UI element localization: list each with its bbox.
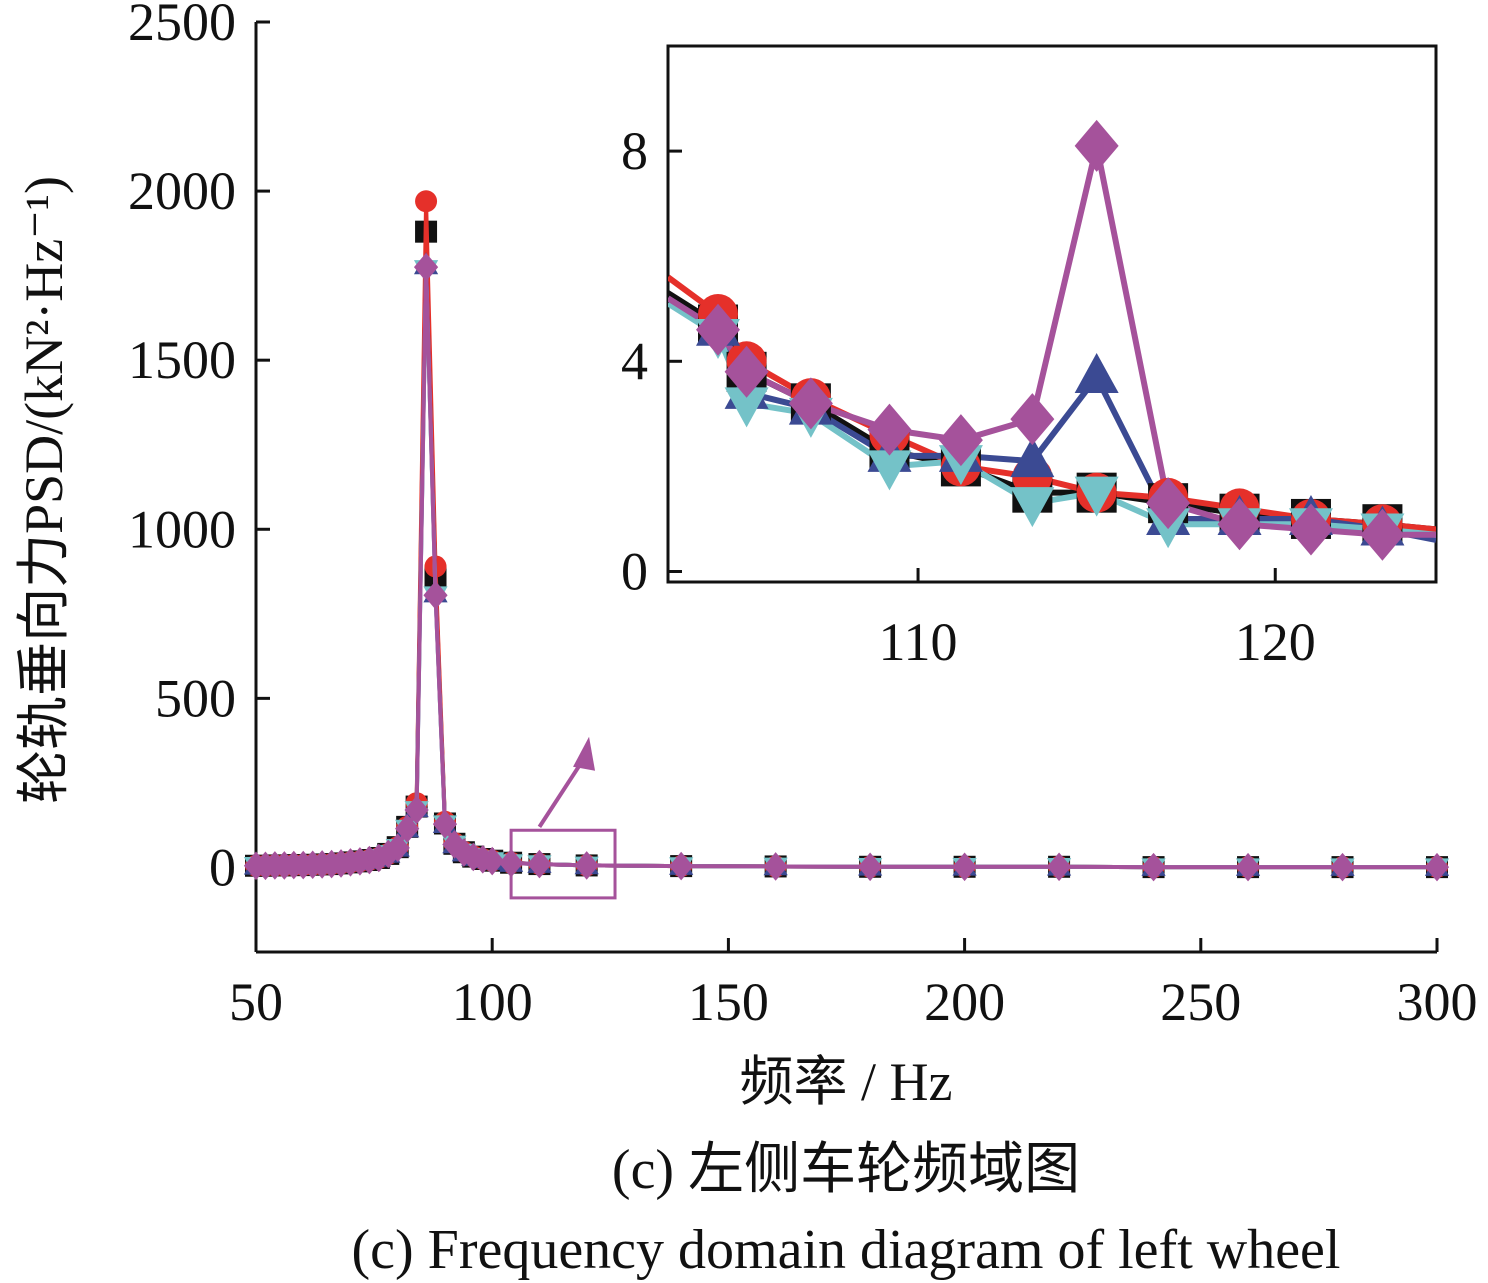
inset-data-point-purple bbox=[696, 303, 741, 356]
caption-english: (c) Frequency domain diagram of left whe… bbox=[352, 1219, 1341, 1281]
data-point-red bbox=[415, 190, 438, 213]
inset-data-point-purple bbox=[1074, 119, 1119, 172]
inset-data-point-cyan bbox=[1074, 476, 1119, 517]
inset-data-point-navy bbox=[1074, 353, 1119, 394]
inset-plot-area bbox=[668, 119, 1436, 561]
inset-data-point-navy bbox=[1010, 437, 1055, 478]
y-tick-label: 0 bbox=[209, 837, 236, 897]
data-point-purple bbox=[763, 852, 788, 881]
y-axis-label: 轮轨垂向力PSD/(kN²·Hz⁻¹) bbox=[14, 176, 74, 804]
data-point-purple bbox=[1046, 852, 1072, 882]
x-tick-label: 300 bbox=[1397, 972, 1478, 1032]
zoom-indicator bbox=[509, 736, 617, 900]
inset-x-tick-label: 110 bbox=[879, 612, 958, 672]
y-tick-label: 1000 bbox=[128, 499, 236, 559]
inset-chart: 0 4 8 110 120 bbox=[621, 44, 1438, 672]
data-point-purple bbox=[480, 846, 505, 876]
x-axis-label: 频率 / Hz bbox=[740, 1052, 953, 1112]
main-plot-area bbox=[243, 190, 1450, 882]
data-point-purple bbox=[1141, 852, 1166, 882]
inset-data-point-purple bbox=[788, 377, 833, 430]
data-point-purple bbox=[1424, 852, 1450, 882]
y-tick-label: 1500 bbox=[128, 330, 236, 390]
inset-y-tick-label: 8 bbox=[621, 121, 648, 181]
inset-data-point-cyan bbox=[1010, 487, 1055, 528]
inset-data-point-purple bbox=[1360, 508, 1405, 561]
inset-data-point-cyan bbox=[867, 450, 912, 491]
zoom-arrowhead bbox=[573, 736, 596, 771]
data-point-purple bbox=[1330, 852, 1355, 882]
x-tick-label: 150 bbox=[688, 972, 769, 1032]
data-point-purple bbox=[413, 252, 439, 282]
y-tick-label: 2500 bbox=[128, 0, 236, 52]
inset-data-point-purple bbox=[1217, 498, 1262, 551]
main-axes: 0 500 1000 1500 2000 2500 50 100 150 200 250 300 bbox=[128, 0, 1478, 1032]
data-point-purple bbox=[395, 814, 420, 843]
inset-y-tick-label: 0 bbox=[621, 541, 648, 601]
inset-data-point-purple bbox=[938, 414, 983, 467]
inset-data-point-purple bbox=[867, 403, 912, 456]
y-tick-label: 2000 bbox=[128, 161, 236, 221]
inset-data-point-purple bbox=[724, 345, 769, 398]
inset-data-point-purple bbox=[1288, 503, 1333, 556]
data-point-purple bbox=[527, 849, 552, 879]
x-tick-label: 250 bbox=[1160, 972, 1241, 1032]
inset-data-point-cyan bbox=[724, 387, 769, 428]
caption-chinese: (c) 左侧车轮频域图 bbox=[612, 1139, 1080, 1201]
inset-x-tick-label: 120 bbox=[1235, 612, 1316, 672]
data-point-purple bbox=[451, 838, 476, 867]
data-point-purple bbox=[669, 851, 694, 881]
data-point-purple bbox=[1235, 852, 1261, 882]
data-point-purple bbox=[432, 809, 458, 839]
zoom-box bbox=[509, 828, 617, 900]
x-tick-label: 50 bbox=[229, 972, 283, 1032]
inset-data-point-purple bbox=[1010, 393, 1055, 446]
data-point-purple bbox=[574, 851, 599, 880]
data-point-purple bbox=[952, 852, 977, 882]
data-point-purple bbox=[858, 852, 883, 882]
data-point-purple bbox=[404, 795, 429, 825]
y-tick-label: 500 bbox=[155, 668, 236, 728]
inset-data-point-purple bbox=[1146, 477, 1191, 530]
data-point-purple bbox=[366, 843, 391, 873]
inset-y-tick-label: 4 bbox=[621, 331, 648, 391]
x-tick-label: 200 bbox=[924, 972, 1005, 1032]
data-point-purple bbox=[423, 580, 448, 610]
x-tick-label: 100 bbox=[452, 972, 533, 1032]
data-point-purple bbox=[385, 833, 410, 863]
